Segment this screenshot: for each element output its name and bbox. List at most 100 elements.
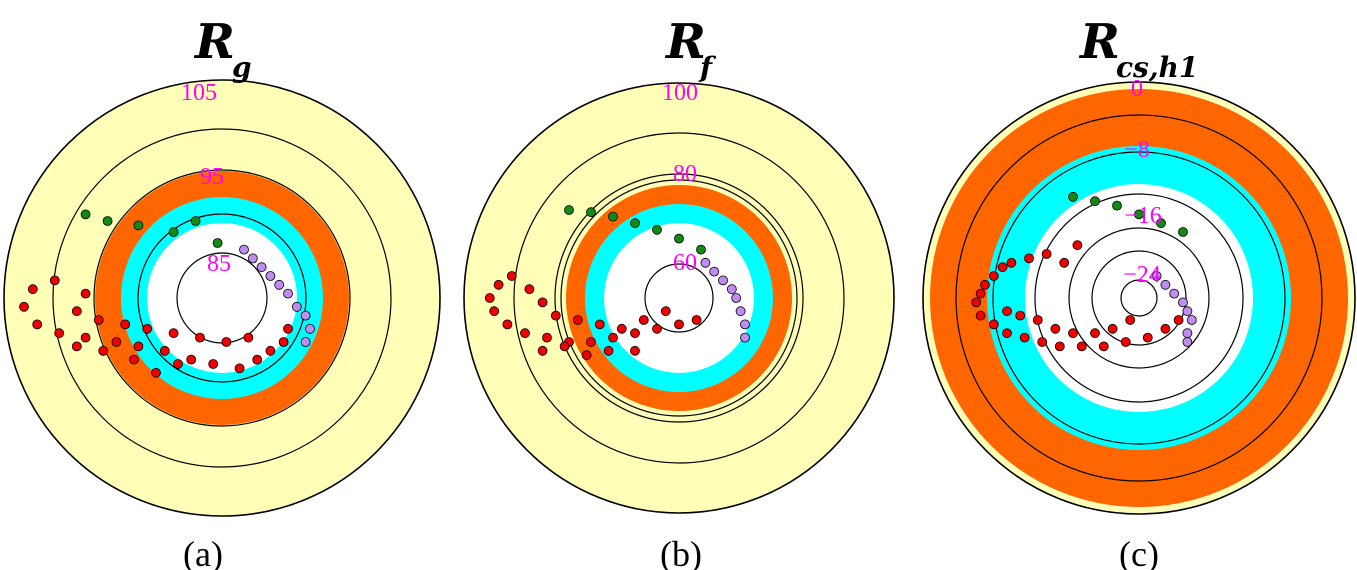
panel-c-caption: (c) (1119, 534, 1159, 570)
panel-a-red-point (252, 354, 263, 365)
panel-a-purple-point (239, 244, 249, 255)
panel-b-green-point (608, 211, 618, 222)
panel-a-red-point (80, 332, 91, 343)
panel-a-ring-label-1: 105 (181, 80, 217, 106)
panel-c-green-point (1112, 200, 1122, 211)
panel-a-green-point (190, 216, 201, 226)
panel-b-purple-point (740, 332, 750, 343)
panel-c-purple-point (1182, 337, 1193, 347)
panel-b-purple-point (709, 266, 720, 277)
panel-b-purple-point (700, 257, 711, 268)
panel-b-green-point (652, 224, 662, 235)
panel-a-red-point (221, 337, 232, 347)
panel-b-red-point (630, 345, 640, 356)
panel-a-title: R (193, 14, 235, 70)
panel-b-rings (463, 82, 895, 514)
panel-a-green-point (168, 227, 179, 237)
panel-b-red-point (581, 350, 592, 361)
panel-a-red-point (71, 306, 82, 317)
panel-c: 0 −8 −16 −24 R cs,h1 (c) (922, 14, 1356, 570)
panel-b-ring-label-2: 80 (673, 161, 697, 187)
panel-b-red-point (594, 319, 605, 330)
panel-c-ring-3 (1034, 193, 1244, 403)
panel-b-green-point (696, 244, 706, 255)
panel-a-red-point (195, 332, 205, 343)
panel-a-green-point (80, 209, 91, 220)
panel-c-red-point (988, 319, 999, 330)
panel-b-red-point (537, 345, 548, 356)
panel-c-ring-5 (1091, 250, 1187, 346)
panel-a-green-point (212, 238, 223, 248)
panel-c-red-point (1050, 323, 1061, 334)
panel-b-red-point (638, 315, 649, 325)
panel-a-red-point (111, 337, 122, 347)
panel-b-red-point (559, 341, 570, 352)
panel-c-red-point (1059, 257, 1070, 268)
panel-a-purple-point (305, 323, 315, 334)
panel-a-ring-2 (93, 169, 351, 427)
panel-b-purple-point (740, 319, 750, 330)
panel-a-red-point (283, 323, 293, 334)
panel-a-green-point (102, 216, 113, 226)
panel-c-green-point (1178, 227, 1188, 237)
panel-a-green-point (133, 220, 144, 231)
panel-b-purple-point (726, 284, 737, 295)
panel-b-ring-4 (644, 263, 714, 333)
panel-c-ring-1 (955, 114, 1323, 482)
panel-a-red-point (49, 275, 60, 286)
panel-b-red-point (506, 271, 517, 281)
panel-a-red-point (19, 301, 29, 312)
panel-b-green-point (674, 233, 684, 244)
panel-a-purple-point (247, 253, 258, 264)
panel-a-red-point (32, 319, 43, 330)
panel-a-purple-point (265, 271, 276, 281)
panel-a-red-point (98, 345, 109, 356)
panel-a-red-point (71, 341, 82, 352)
panel-a-red-point (159, 345, 170, 356)
panel-a-red-point (120, 319, 131, 330)
panel-b-red-point (660, 306, 671, 317)
panel-c-purple-point (1151, 271, 1162, 281)
panel-a-ring-label-2: 95 (200, 164, 224, 190)
panel-a-caption: (a) (183, 534, 223, 570)
panel-c-purple-point (1160, 279, 1171, 290)
panel-a-red-point (278, 337, 289, 347)
panel-a-ring-label-3: 85 (207, 251, 231, 277)
panel-a-purple-point (274, 279, 285, 290)
panel-b-points (484, 205, 750, 361)
panel-c-red-point (1002, 306, 1012, 317)
panel-b-red-point (489, 306, 500, 317)
panel-c-ring-label-4: −24 (1123, 262, 1161, 288)
panel-c-red-point (971, 297, 982, 308)
panel-a-purple-point (291, 301, 302, 312)
panel-b-green-point (586, 207, 596, 218)
panel-b-title: R (664, 14, 706, 70)
panel-c-red-point (1019, 332, 1030, 343)
panel-c-red-point (1068, 328, 1078, 339)
panel-c-red-point (1090, 328, 1100, 339)
panel-b-red-point (493, 279, 504, 290)
panel-a-title-subscript: g (232, 51, 252, 84)
panel-c-red-point (1125, 315, 1136, 325)
panel-b-ring-label-3: 60 (673, 250, 697, 276)
panel-b-ring-label-1: 100 (662, 80, 698, 106)
panel-b-green-point (630, 218, 640, 229)
panel-c-inner-white (1025, 184, 1253, 412)
panel-a-red-point (208, 359, 219, 369)
panel-c-red-point (1098, 341, 1109, 352)
panel-a-red-point (151, 367, 161, 378)
panel-a-red-point (129, 354, 139, 365)
panel-b-ring-3 (560, 179, 798, 417)
panel-a-purple-point (283, 288, 293, 299)
panel-c-purple-point (1169, 288, 1180, 299)
panel-b-purple-point (718, 275, 728, 286)
panel-c-red-point (1076, 341, 1087, 352)
panel-c-red-point (1037, 337, 1048, 347)
panel-b-red-point (484, 293, 495, 303)
panel-a-red-point (173, 359, 183, 369)
panel-c-ring-6 (1120, 279, 1158, 317)
panel-c-red-point (997, 262, 1008, 273)
panel-c-red-point (1024, 253, 1034, 264)
panel-c-red-point (1173, 315, 1184, 325)
